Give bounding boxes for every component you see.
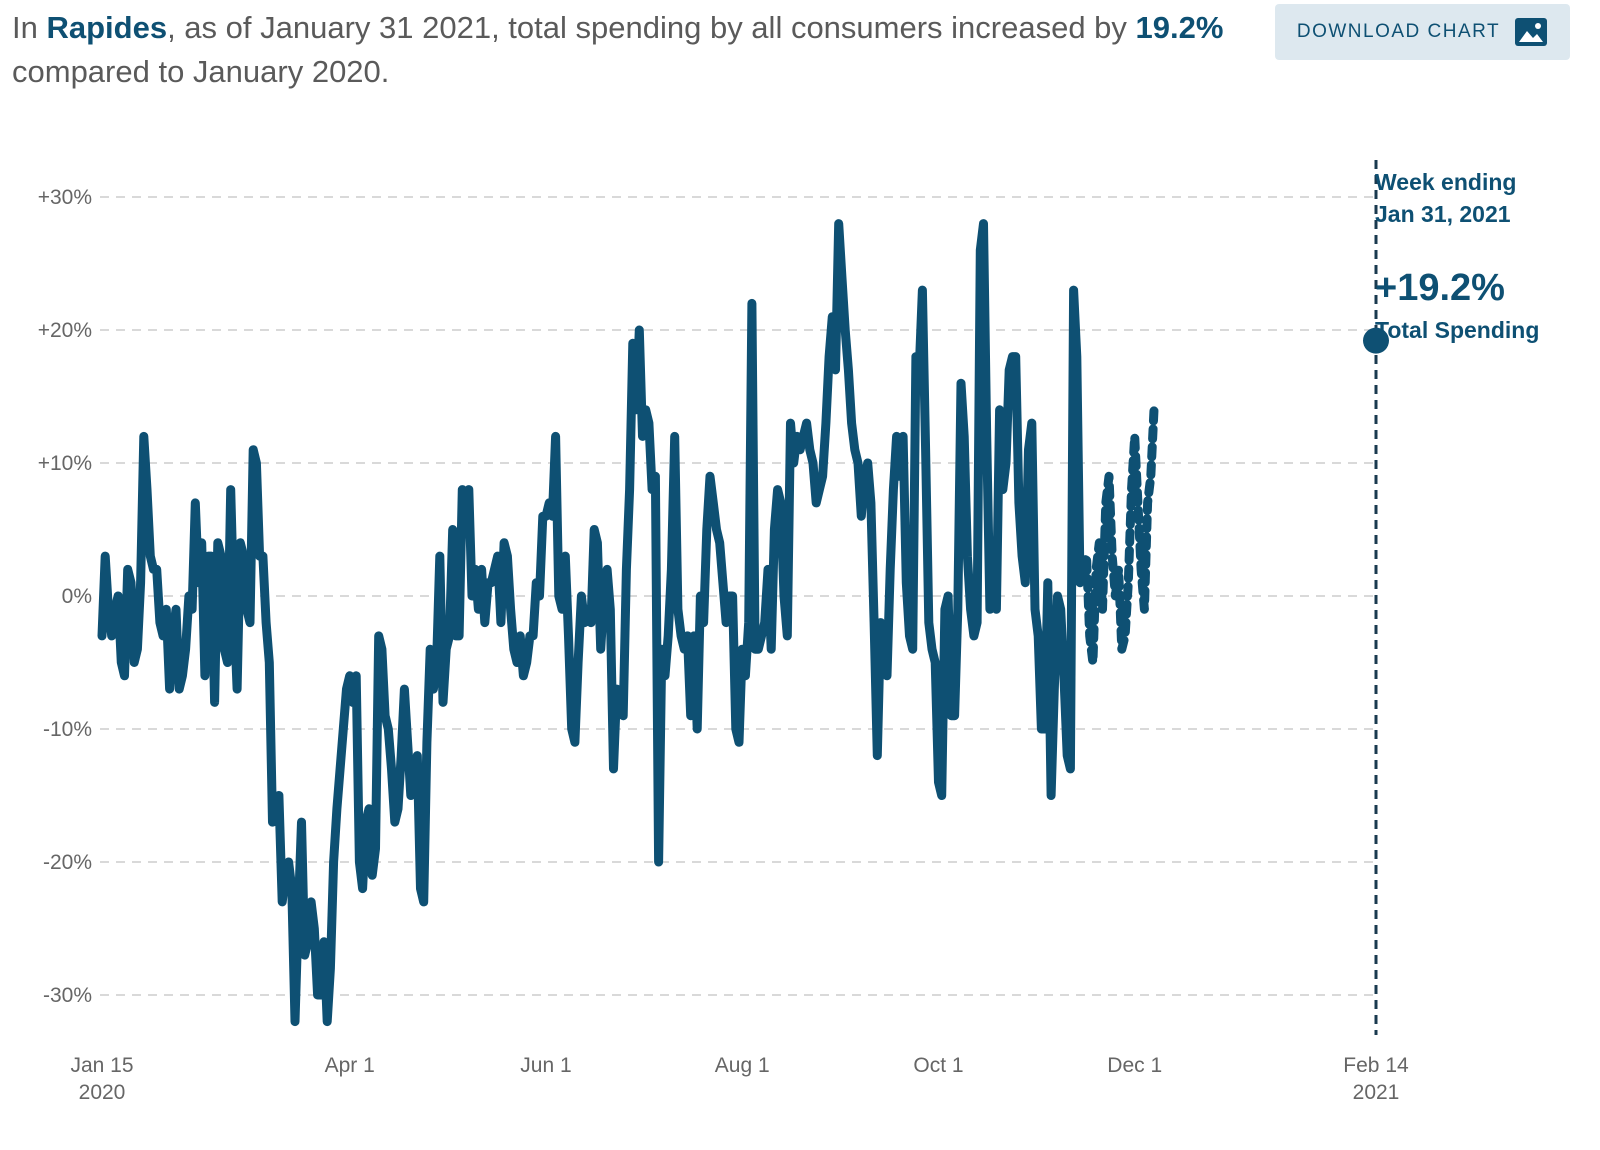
x-tick-label: Dec 1 [1107,1054,1162,1077]
y-tick-label: 0% [62,585,92,608]
headline-change: 19.2% [1135,10,1224,45]
y-tick-label: +20% [38,319,92,342]
headline-location: Rapides [46,10,168,45]
x-tick-label: Aug 1 [715,1054,770,1077]
series-line [97,219,1088,1027]
x-tick-sublabel: 2021 [1353,1081,1400,1104]
x-tick-label: Oct 1 [913,1054,963,1077]
headline-prefix: In [12,10,47,45]
end-point-dot[interactable] [1363,327,1389,354]
series-layer [97,219,1159,1027]
headline-middle: , as of January 31 2021, total spending … [167,10,1136,45]
x-tick-label: Feb 14 [1343,1054,1409,1077]
gridlines [100,196,1375,996]
x-tick-sublabel: 2020 [79,1081,126,1104]
y-tick-label: -10% [43,718,92,741]
image-icon [1515,18,1548,46]
download-chart-button[interactable]: DOWNLOAD CHART [1275,4,1570,60]
x-axis: Jan 15 2020 Apr 1 Jun 1 Aug 1 Oct 1 Dec 1 Feb 1… [70,1054,1409,1104]
annotation-value: +19.2% [1375,267,1505,309]
headline: In Rapides, as of January 31 2021, total… [12,6,1242,94]
annotation-week-ending: Week ending [1375,169,1516,195]
x-tick-label: Jun 1 [520,1054,571,1077]
series-line-preliminary [1078,405,1159,667]
y-tick-label: -20% [43,851,92,874]
y-axis: +30% +20% +10% 0% -10% -20% -30% [38,186,92,1007]
y-tick-label: +30% [38,186,92,209]
headline-suffix: compared to January 2020. [12,54,390,89]
x-tick-label: Apr 1 [325,1054,375,1077]
download-chart-label: DOWNLOAD CHART [1296,21,1501,42]
y-tick-label: +10% [38,452,92,475]
annotation-series-label: Total Spending [1375,317,1539,343]
y-tick-label: -30% [43,984,92,1007]
annotation-date: Jan 31, 2021 [1375,201,1511,227]
x-tick-label: Jan 15 [70,1054,133,1077]
